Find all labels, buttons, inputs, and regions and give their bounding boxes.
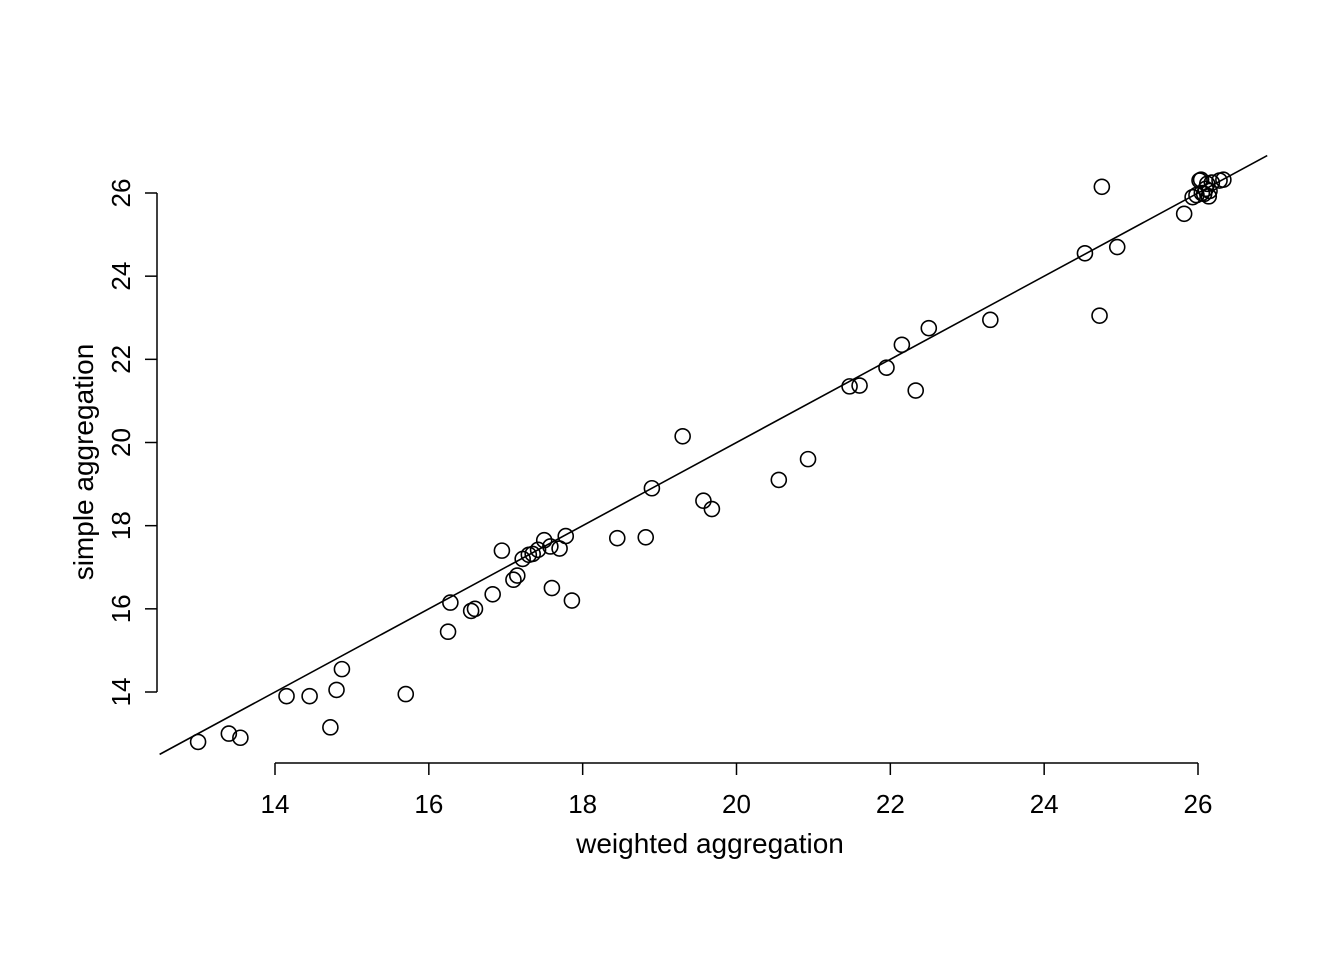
x-tick-label: 22 [876, 789, 905, 819]
data-point [333, 660, 351, 678]
data-point [637, 529, 655, 546]
data-point [1201, 182, 1218, 200]
y-axis-ticks: 14 16 18 20 22 24 26 [106, 179, 157, 707]
data-point [841, 378, 858, 395]
data-point [535, 531, 553, 549]
data-point [508, 567, 526, 584]
x-tick-label: 20 [722, 789, 751, 819]
data-point [563, 592, 581, 609]
data-point [524, 545, 541, 563]
data-point [893, 336, 911, 354]
data-point [493, 542, 511, 559]
data-point [851, 377, 868, 394]
data-point [543, 579, 561, 597]
data-point [278, 687, 295, 705]
data-point [1175, 205, 1193, 223]
data-point [674, 427, 691, 445]
y-tick-label: 16 [106, 594, 136, 623]
y-tick-label: 26 [106, 179, 136, 208]
data-points [189, 171, 1232, 751]
data-point [1184, 188, 1201, 206]
data-point [920, 319, 938, 337]
data-point [608, 529, 626, 547]
x-tick-label: 18 [568, 789, 597, 819]
data-point [442, 594, 459, 611]
x-axis-ticks: 14 16 18 20 22 24 26 [261, 763, 1213, 819]
data-point [878, 359, 895, 376]
x-tick-label: 26 [1184, 789, 1213, 819]
data-point [529, 541, 547, 559]
y-tick-label: 14 [106, 678, 136, 707]
x-axis-title: weighted aggregation [575, 828, 844, 859]
data-point [328, 681, 345, 699]
y-axis-title: simple aggregation [68, 344, 99, 581]
data-point [643, 479, 661, 497]
data-point [982, 311, 999, 329]
data-point [505, 571, 522, 589]
data-point [484, 585, 501, 603]
data-point [301, 687, 318, 705]
data-point [462, 602, 480, 620]
x-tick-label: 16 [414, 789, 443, 819]
y-tick-label: 22 [106, 345, 136, 374]
data-point [799, 450, 817, 468]
data-point [1076, 244, 1094, 262]
y-tick-label: 18 [106, 511, 136, 540]
data-point [220, 725, 238, 742]
data-point [770, 471, 788, 489]
data-point [439, 623, 457, 641]
data-point [397, 685, 415, 703]
y-tick-label: 24 [106, 262, 136, 291]
data-point [1108, 238, 1126, 256]
data-point [542, 538, 559, 555]
data-point [907, 382, 925, 399]
data-point [557, 527, 575, 545]
data-point [703, 500, 721, 518]
data-point [232, 729, 249, 747]
reference-line [159, 154, 1268, 756]
data-point [189, 733, 207, 751]
x-tick-label: 24 [1030, 789, 1059, 819]
data-point [466, 600, 484, 618]
x-tick-label: 14 [261, 789, 290, 819]
data-point [1215, 171, 1232, 188]
y-tick-label: 20 [106, 428, 136, 457]
data-point [1203, 174, 1221, 191]
data-point [695, 492, 712, 510]
data-point [1093, 178, 1111, 196]
data-point [1091, 307, 1108, 324]
data-point [322, 719, 339, 736]
